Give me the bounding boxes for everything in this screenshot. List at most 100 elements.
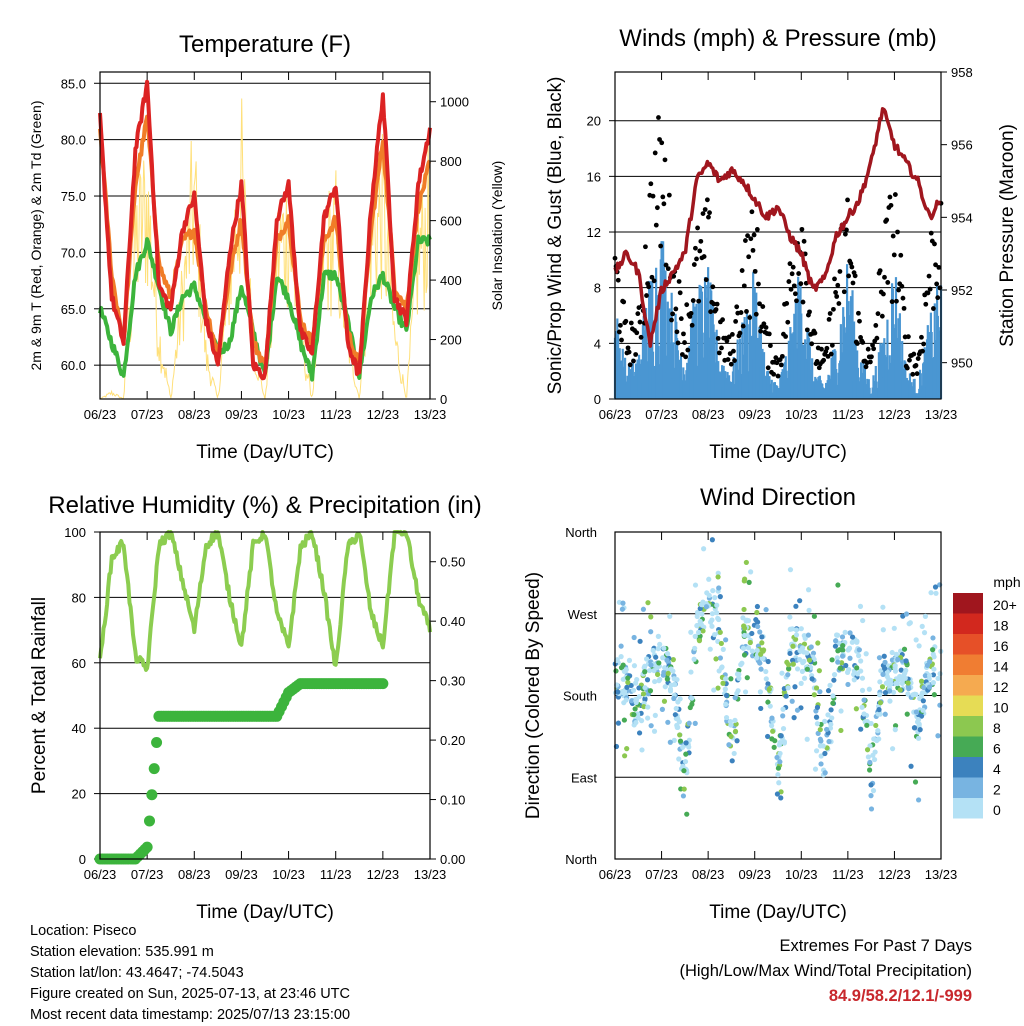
gust-point bbox=[775, 373, 781, 379]
direction-point bbox=[827, 682, 833, 688]
direction-point bbox=[710, 588, 716, 594]
direction-point bbox=[789, 626, 795, 632]
direction-point bbox=[860, 617, 866, 624]
direction-point bbox=[759, 634, 765, 640]
gust-point bbox=[659, 140, 665, 146]
gust-point bbox=[895, 229, 900, 235]
gust-point bbox=[637, 319, 643, 325]
direction-point bbox=[631, 712, 637, 718]
gust-point bbox=[754, 227, 760, 232]
gust-point bbox=[739, 268, 745, 273]
direction-point bbox=[921, 685, 927, 691]
direction-point bbox=[916, 643, 922, 649]
direction-point bbox=[639, 747, 645, 753]
direction-point bbox=[891, 625, 897, 631]
direction-point bbox=[765, 733, 771, 740]
direction-point bbox=[692, 633, 698, 639]
gust-point bbox=[690, 298, 696, 303]
direction-point bbox=[892, 727, 898, 733]
direction-point bbox=[712, 595, 718, 601]
direction-point bbox=[840, 647, 846, 653]
direction-point bbox=[806, 607, 812, 613]
gust-point bbox=[766, 331, 772, 337]
direction-point bbox=[817, 689, 823, 695]
direction-point bbox=[769, 736, 775, 742]
y2-tick-label: 0.40 bbox=[440, 614, 465, 629]
direction-point bbox=[875, 711, 881, 717]
direction-point bbox=[839, 653, 846, 659]
x-tick-label: 10/23 bbox=[272, 867, 305, 882]
direction-point bbox=[868, 782, 874, 788]
direction-point bbox=[780, 713, 786, 719]
gust-point bbox=[901, 305, 907, 311]
direction-point bbox=[817, 726, 823, 733]
precip-point bbox=[141, 841, 153, 853]
direction-point bbox=[754, 603, 761, 610]
x-tick-label: 09/23 bbox=[738, 867, 771, 882]
direction-point bbox=[671, 695, 677, 702]
direction-point bbox=[615, 689, 621, 695]
direction-point bbox=[842, 629, 848, 635]
direction-point bbox=[919, 690, 925, 696]
gust-point bbox=[841, 289, 847, 295]
direction-point bbox=[732, 695, 738, 701]
gust-point bbox=[833, 289, 838, 295]
speed-color-legend: mph 20+ 18 16 14 12 10 8 6 4 2 0 bbox=[953, 574, 1021, 819]
direction-point bbox=[653, 654, 659, 660]
gust-point bbox=[899, 283, 905, 289]
direction-point bbox=[661, 645, 667, 651]
direction-point bbox=[707, 646, 713, 652]
gust-point bbox=[821, 357, 827, 363]
gust-point bbox=[728, 361, 734, 367]
direction-point bbox=[830, 693, 836, 699]
x-tick-label: 11/23 bbox=[832, 407, 864, 422]
direction-point bbox=[808, 644, 814, 650]
direction-point bbox=[937, 671, 943, 677]
direction-point bbox=[630, 687, 637, 693]
legend-label: 12 bbox=[993, 679, 1009, 695]
gust-point bbox=[856, 310, 861, 316]
gust-point bbox=[829, 342, 835, 348]
x-tick-label: 06/23 bbox=[84, 407, 117, 422]
direction-point bbox=[799, 645, 806, 651]
direction-point bbox=[849, 639, 855, 645]
direction-point bbox=[741, 606, 747, 613]
direction-point bbox=[652, 678, 658, 685]
gust-point bbox=[760, 304, 766, 309]
direction-point bbox=[880, 604, 886, 610]
direction-point bbox=[759, 655, 765, 662]
direction-point bbox=[683, 751, 689, 757]
direction-point bbox=[765, 658, 771, 665]
y2-tick-label: 0.30 bbox=[440, 674, 465, 689]
panel-title: Wind Direction bbox=[700, 484, 856, 511]
direction-point bbox=[699, 611, 705, 617]
direction-point bbox=[805, 632, 812, 638]
y2-tick-label: 950 bbox=[951, 356, 973, 371]
direction-point bbox=[806, 657, 813, 663]
gust-point bbox=[921, 341, 927, 347]
x-axis-label: Time (Day/UTC) bbox=[709, 442, 847, 463]
gust-point bbox=[682, 340, 687, 345]
direction-point bbox=[623, 697, 629, 703]
direction-point bbox=[766, 686, 772, 692]
gust-point bbox=[683, 354, 689, 360]
gust-point bbox=[756, 281, 761, 287]
direction-point bbox=[747, 639, 753, 646]
gust-point bbox=[920, 348, 925, 354]
direction-point bbox=[696, 638, 703, 644]
direction-point bbox=[711, 687, 717, 693]
direction-point bbox=[893, 651, 899, 657]
direction-point bbox=[785, 662, 792, 668]
direction-point bbox=[774, 754, 780, 761]
direction-point bbox=[728, 722, 734, 728]
precip-point bbox=[144, 815, 155, 827]
legend-label: 10 bbox=[993, 700, 1009, 716]
y-tick-label: 70.0 bbox=[61, 245, 86, 260]
gust-point bbox=[765, 365, 771, 371]
gust-point bbox=[801, 238, 807, 244]
gust-point bbox=[865, 346, 871, 352]
direction-point bbox=[652, 712, 658, 718]
direction-point bbox=[664, 657, 670, 663]
direction-point bbox=[770, 728, 776, 734]
direction-point bbox=[930, 635, 936, 641]
